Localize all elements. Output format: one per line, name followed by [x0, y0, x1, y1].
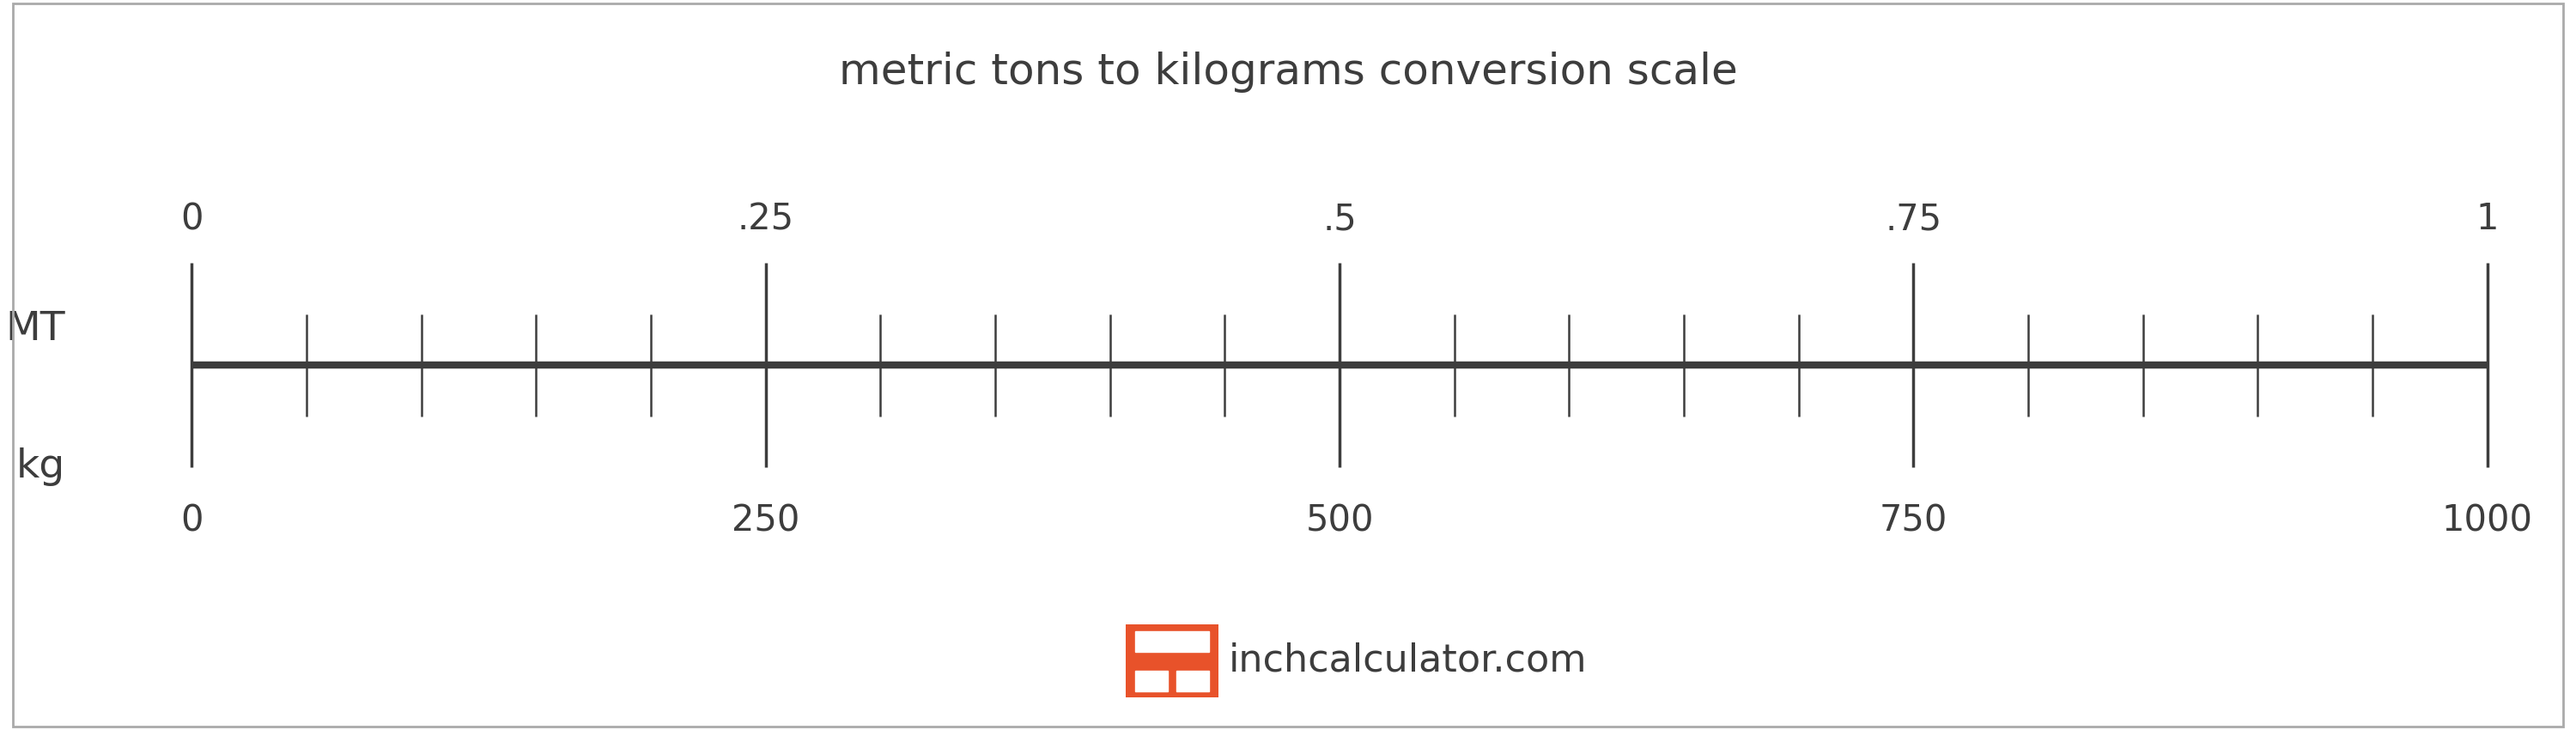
Text: 750: 750: [1880, 503, 1947, 539]
Bar: [1177, 671, 1208, 691]
Text: .25: .25: [737, 201, 793, 237]
Text: 0: 0: [180, 201, 204, 237]
Text: inchcalculator.com: inchcalculator.com: [1229, 642, 1587, 679]
Text: .75: .75: [1886, 201, 1942, 237]
Bar: [1136, 671, 1167, 691]
Text: 0: 0: [180, 503, 204, 539]
Text: 250: 250: [732, 503, 799, 539]
Text: 1000: 1000: [2442, 503, 2532, 539]
Text: 500: 500: [1306, 503, 1373, 539]
Text: kg: kg: [15, 448, 64, 486]
Text: metric tons to kilograms conversion scale: metric tons to kilograms conversion scal…: [840, 51, 1736, 92]
Text: MT: MT: [5, 310, 64, 348]
Text: .5: .5: [1321, 201, 1358, 237]
Bar: [1136, 631, 1208, 652]
Text: 1: 1: [2476, 201, 2499, 237]
